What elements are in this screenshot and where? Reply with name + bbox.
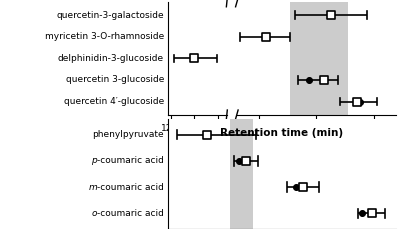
Bar <box>230 119 254 229</box>
Point <box>357 100 363 103</box>
Text: Retention time (min): Retention time (min) <box>220 128 344 138</box>
Point <box>358 211 365 215</box>
Point <box>369 211 376 215</box>
Point <box>354 100 360 103</box>
Text: delphinidin-3-glucoside: delphinidin-3-glucoside <box>58 54 164 63</box>
Text: quercetin-3-galactoside: quercetin-3-galactoside <box>56 11 164 20</box>
Text: -coumaric acid: -coumaric acid <box>97 209 164 218</box>
Point <box>262 35 269 39</box>
Text: myricetin 3-O-rhamnoside: myricetin 3-O-rhamnoside <box>45 32 164 41</box>
Text: quercetin 3-glucoside: quercetin 3-glucoside <box>66 76 164 85</box>
Text: m: m <box>88 183 97 192</box>
Text: o: o <box>92 209 97 218</box>
Point <box>204 133 210 137</box>
Point <box>306 78 312 82</box>
Text: -coumaric acid: -coumaric acid <box>97 183 164 192</box>
Point <box>293 185 300 189</box>
Text: phenylpyruvate: phenylpyruvate <box>92 130 164 139</box>
Point <box>300 185 306 189</box>
Point <box>191 57 198 60</box>
Text: p: p <box>91 156 97 166</box>
Point <box>243 159 250 163</box>
Point <box>320 78 327 82</box>
Text: -coumaric acid: -coumaric acid <box>97 156 164 166</box>
Point <box>328 14 334 17</box>
Bar <box>290 2 348 114</box>
Point <box>236 159 242 163</box>
Text: quercetin 4′-glucoside: quercetin 4′-glucoside <box>64 97 164 106</box>
